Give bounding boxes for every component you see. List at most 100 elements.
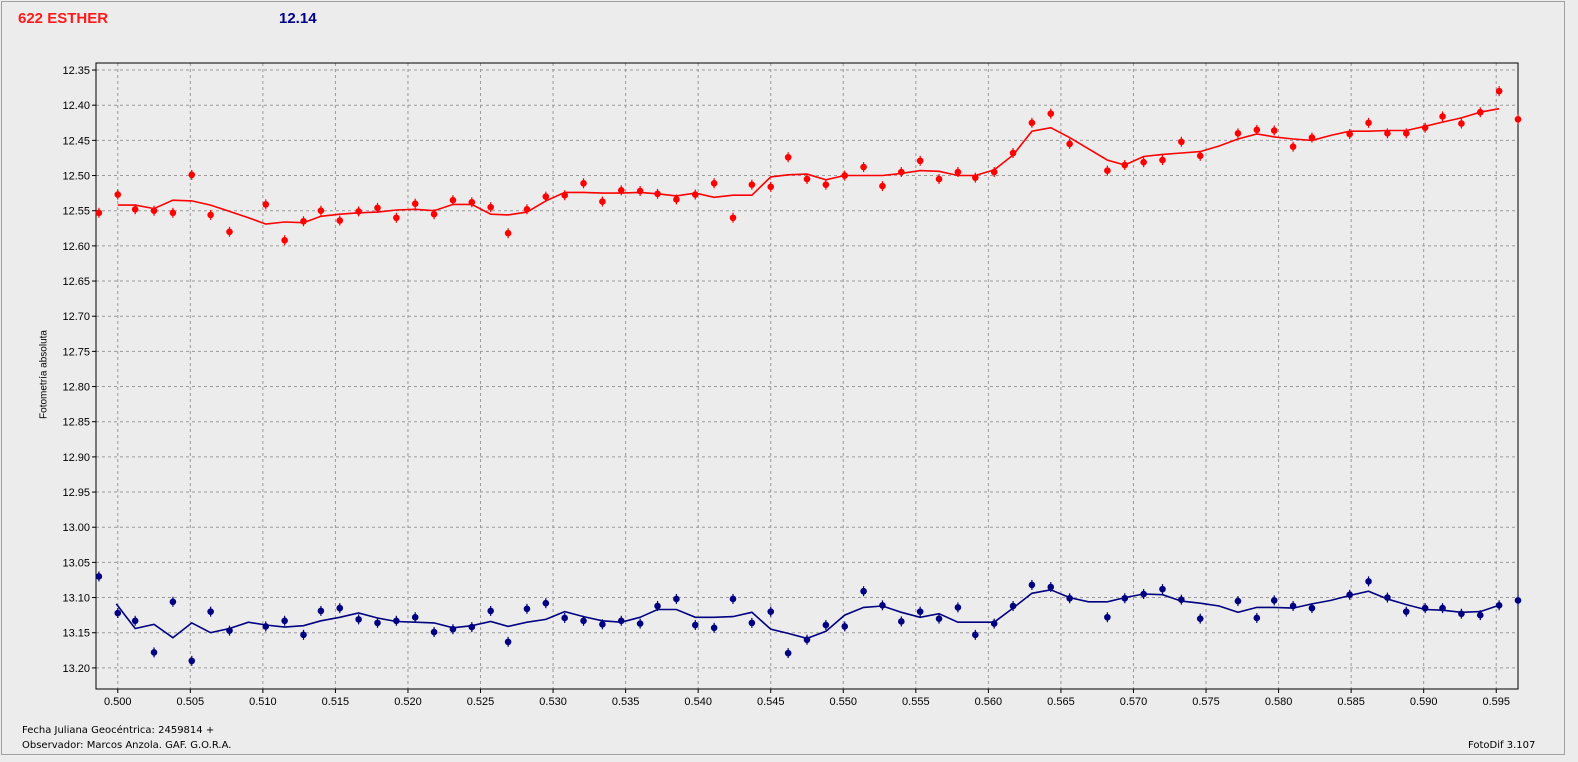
data-point-1 [411,200,419,207]
data-point-2 [281,617,288,625]
data-point-2 [1121,594,1129,602]
data-point-1 [1047,110,1055,117]
data-point-2 [1140,590,1147,598]
data-point-2 [636,620,644,627]
data-point-2 [1384,594,1391,601]
data-point-1 [841,172,849,179]
data-point-2 [336,604,344,612]
x-tick-label: 0.505 [177,696,205,708]
data-point-2 [1308,604,1316,612]
data-point-2 [1346,591,1353,599]
data-point-2 [317,607,325,615]
y-tick-label: 12.80 [62,382,90,394]
data-point-2 [1270,597,1278,604]
data-point-1 [1346,130,1353,138]
data-point-1 [504,229,512,237]
data-point-2 [673,595,680,603]
x-tick-label: 0.560 [975,696,1003,708]
data-point-1 [188,171,196,179]
y-tick-label: 12.35 [62,65,90,77]
x-tick-label: 0.530 [539,696,567,708]
data-point-2 [468,623,476,631]
data-point-1 [803,175,811,183]
data-point-2 [150,649,158,656]
y-tick-label: 12.70 [62,311,90,323]
data-point-1 [990,168,998,176]
data-point-2 [1458,610,1465,618]
data-point-2 [1009,602,1017,610]
data-point-2 [1178,596,1185,603]
x-tick-label: 0.525 [467,696,495,708]
data-point-1 [561,191,568,199]
data-point-1 [729,214,737,222]
y-tick-label: 12.95 [62,487,90,499]
y-tick-label: 13.05 [62,557,90,569]
data-point-1 [599,198,606,205]
plot-border [95,62,1519,690]
data-point-2 [1159,585,1166,593]
y-tick-label: 12.50 [62,171,90,183]
y-tick-label: 12.65 [62,276,90,288]
data-point-1 [317,207,325,215]
data-point-2 [207,608,214,615]
data-point-1 [150,207,158,215]
data-point-2 [355,616,362,623]
y-tick-label: 12.55 [62,206,90,218]
data-point-1 [767,183,775,191]
data-point-1 [1178,138,1185,146]
y-tick-label: 13.10 [62,593,90,605]
y-tick-label: 12.40 [62,100,90,112]
data-point-2 [841,623,849,630]
data-point-1 [972,174,979,181]
x-tick-label: 0.500 [104,696,132,708]
data-point-2 [114,609,122,617]
data-point-2 [1495,601,1503,609]
data-point-1 [468,198,476,206]
y-tick-label: 12.90 [62,452,90,464]
julian-date-label: Fecha Juliana Geocéntrica: 2459814 + [22,725,215,736]
data-point-2 [542,599,550,607]
data-point-1 [1384,130,1391,137]
data-point-2 [430,628,438,636]
data-point-1 [1514,115,1522,123]
data-point-1 [487,203,494,211]
data-point-1 [1234,130,1242,137]
data-point-1 [898,168,905,176]
data-point-2 [374,619,381,627]
data-point-1 [169,209,177,217]
data-point-1 [673,196,680,203]
x-tick-label: 0.515 [322,696,350,708]
data-point-2 [504,638,512,646]
data-point-2 [1066,594,1073,602]
target-name: 622 ESTHER [18,10,109,27]
data-point-2 [561,614,568,622]
data-point-1 [1028,119,1036,127]
reference-magnitude: 12.14 [279,10,317,27]
data-point-1 [710,179,718,187]
data-point-2 [1289,602,1297,610]
data-point-2 [411,613,419,621]
data-point-1 [262,201,270,208]
data-point-1 [226,228,233,236]
data-point-2 [803,636,811,644]
data-point-2 [580,617,587,625]
data-point-1 [95,209,103,217]
data-point-2 [654,602,661,610]
data-point-1 [1439,113,1446,120]
x-tick-label: 0.540 [684,696,712,708]
data-point-2 [784,649,792,657]
data-point-1 [691,191,699,198]
x-tick-label: 0.570 [1120,696,1148,708]
data-point-1 [430,210,438,218]
data-point-2 [599,620,606,628]
data-point-2 [169,598,177,606]
data-point-1 [114,191,122,198]
x-tick-label: 0.535 [612,696,640,708]
data-point-2 [1476,611,1484,619]
data-point-2 [822,621,830,629]
data-point-1 [1365,119,1372,127]
data-point-2 [523,605,531,613]
data-point-2 [767,608,775,615]
data-point-1 [281,236,288,244]
